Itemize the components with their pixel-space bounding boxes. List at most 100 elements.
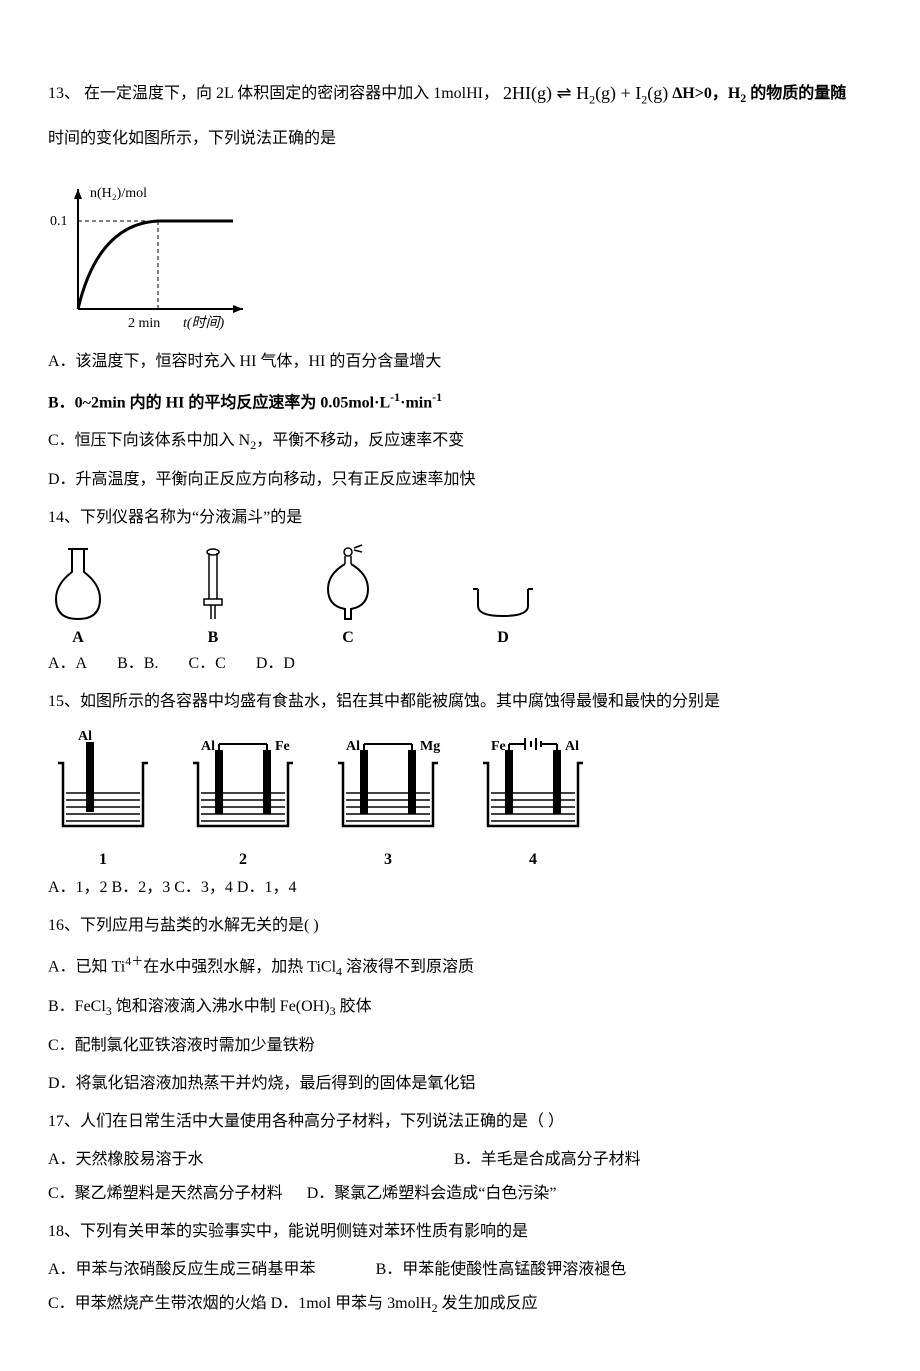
eq-plus: + — [616, 83, 635, 103]
q18-opt-CD: C．甲苯燃烧产生带浓烟的火焰 D．1mol 甲苯与 3molH2 发生加成反应 — [48, 1292, 860, 1317]
q16-B-pre: B．FeCl — [48, 998, 106, 1015]
y-label: n(H₂)/mol — [90, 186, 147, 201]
eq-lhs: 2HI(g) — [503, 83, 552, 103]
beaker2-icon: Al Fe — [183, 728, 303, 838]
q13-text-before: 在一定温度下，向 2L 体积固定的密闭容器中加入 1molHI， — [84, 82, 499, 106]
q18-C-post: 发生加成反应 — [438, 1295, 538, 1312]
q15-stem: 15、如图所示的各容器中均盛有食盐水，铝在其中都能被腐蚀。其中腐蚀得最慢和最快的… — [48, 690, 860, 714]
q13-B-sup2: -1 — [432, 390, 442, 404]
flask-icon — [48, 544, 108, 624]
q14-item-A: A — [48, 544, 108, 650]
beaker1-icon: Al — [48, 728, 158, 838]
q14-label-A: A — [72, 626, 84, 650]
q15-beaker-3: Al Mg 3 — [328, 728, 448, 872]
b4-label: 4 — [473, 848, 593, 872]
dish-icon — [468, 574, 538, 624]
q14-item-D: D — [468, 574, 538, 650]
b1-label: 1 — [48, 848, 158, 872]
q16-opt-C: C．配制氯化亚铁溶液时需加少量铁粉 — [48, 1034, 860, 1058]
b2-left: Al — [201, 739, 215, 754]
q18-num: 18、 — [48, 1223, 80, 1240]
beaker3-icon: Al Mg — [328, 728, 448, 838]
q14-opt-B: B．B. — [117, 652, 158, 676]
q17-row2: C．聚乙烯塑料是天然高分子材料 D．聚氯乙烯塑料会造成“白色污染” — [48, 1182, 860, 1206]
q16-opt-D: D．将氯化铝溶液加热蒸干并灼烧，最后得到的固体是氧化铝 — [48, 1072, 860, 1096]
q18-C-pre: C．甲苯燃烧产生带浓烟的火焰 D．1mol 甲苯与 3molH — [48, 1295, 432, 1312]
q13-stem-line1: 13、 在一定温度下，向 2L 体积固定的密闭容器中加入 1molHI， 2HI… — [48, 80, 860, 109]
q14-label-C: C — [342, 626, 354, 650]
q16-stem: 16、下列应用与盐类的水解无关的是( ) — [48, 914, 860, 938]
q16-A-post: 溶液得不到原溶质 — [342, 958, 474, 975]
q14-opt-A: A．A — [48, 652, 87, 676]
q17-opt-D: D．聚氯乙烯塑料会造成“白色污染” — [307, 1185, 557, 1202]
q17-opt-B: B．羊毛是合成高分子材料 — [454, 1148, 860, 1172]
q14-stem: 14、下列仪器名称为“分液漏斗”的是 — [48, 506, 860, 530]
b3-right: Mg — [420, 739, 440, 754]
q13-deltaH: ΔH>0，H2 的物质的量随 — [672, 82, 846, 107]
q13-B-sup1: -1 — [390, 390, 400, 404]
q14-opt-D: D．D — [256, 652, 295, 676]
q15-num: 15、 — [48, 693, 80, 710]
q13-opt-B: B．0~2min 内的 HI 的平均反应速率为 0.05mol·L-1·min-… — [48, 388, 860, 415]
q13-number: 13、 — [48, 82, 80, 106]
q15-beaker-4: Fe Al 4 — [473, 728, 593, 872]
q15-images: Al 1 Al Fe 2 Al Mg — [48, 728, 860, 872]
q13-B-pre: B．0~2min 内的 HI 的平均反应速率为 0.05mol·L — [48, 394, 390, 411]
y-axis-arrow — [74, 189, 82, 199]
q13-C-pre: C．恒压下向该体系中加入 N — [48, 432, 250, 449]
q18-stem: 18、下列有关甲苯的实验事实中，能说明侧链对苯环性质有影响的是 — [48, 1220, 860, 1244]
q18-text: 下列有关甲苯的实验事实中，能说明侧链对苯环性质有影响的是 — [80, 1223, 528, 1240]
q13-opt-A: A．该温度下，恒容时充入 HI 气体，HI 的百分含量增大 — [48, 350, 860, 374]
q14-text: 下列仪器名称为“分液漏斗”的是 — [80, 509, 302, 526]
b1-left: Al — [78, 729, 92, 744]
q13-opt-D: D．升高温度，平衡向正反应方向移动，只有正反应速率加快 — [48, 468, 860, 492]
q17-stem: 17、人们在日常生活中大量使用各种高分子材料，下列说法正确的是（ ） — [48, 1110, 860, 1134]
q14-item-B: B — [198, 544, 228, 650]
b2-label: 2 — [183, 848, 303, 872]
eq-g1: (g) — [595, 83, 616, 103]
x-label: t(时间) — [183, 315, 225, 331]
deltaH-after: 的物质的量随 — [746, 85, 846, 102]
curve — [78, 221, 233, 309]
q16-B-mid: 饱和溶液滴入沸水中制 Fe(OH) — [112, 998, 330, 1015]
q16-num: 16、 — [48, 917, 80, 934]
q13-C-post: ，平衡不移动，反应速率不变 — [256, 432, 464, 449]
b3-left: Al — [346, 739, 360, 754]
x-axis-arrow — [233, 305, 243, 313]
q16-text: 下列应用与盐类的水解无关的是( ) — [80, 917, 319, 934]
q13-stem-line2: 时间的变化如图所示，下列说法正确的是 — [48, 127, 860, 151]
q17-num: 17、 — [48, 1113, 80, 1130]
eq-arrow: ⇌ — [556, 83, 571, 103]
q13-opt-C: C．恒压下向该体系中加入 N2，平衡不移动，反应速率不变 — [48, 429, 860, 454]
q17-text: 人们在日常生活中大量使用各种高分子材料，下列说法正确的是（ ） — [80, 1113, 564, 1130]
q16-B-post: 胶体 — [336, 998, 372, 1015]
q14-label-D: D — [497, 626, 509, 650]
x-tick: 2 min — [128, 316, 160, 331]
burette-icon — [198, 544, 228, 624]
b4-left: Fe — [491, 739, 506, 754]
eq-g2: (g) — [647, 83, 668, 103]
q14-num: 14、 — [48, 509, 80, 526]
q16-opt-B: B．FeCl3 饱和溶液滴入沸水中制 Fe(OH)3 胶体 — [48, 995, 860, 1020]
q13-equation: 2HI(g) ⇌ H2(g) + I2(g) — [503, 80, 668, 109]
eq-h2: H — [576, 83, 589, 103]
q16-A-pre: A．已知 Ti — [48, 958, 125, 975]
q14-images: A B C D — [48, 544, 860, 650]
q13-B-mid: ·min — [400, 394, 432, 411]
b2-right: Fe — [275, 739, 290, 754]
beaker4-icon: Fe Al — [473, 728, 593, 838]
deltaH-text: ΔH>0，H — [672, 85, 740, 102]
q14-item-C: C — [318, 544, 378, 650]
q16-A-mid: 在水中强烈水解，加热 TiCl — [143, 958, 336, 975]
q14-options: A．A B．B. C．C D．D — [48, 652, 860, 676]
y-tick: 0.1 — [50, 214, 68, 229]
q18-opt-A: A．甲苯与浓硝酸反应生成三硝基甲苯 — [48, 1258, 316, 1282]
b3-label: 3 — [328, 848, 448, 872]
q15-beaker-2: Al Fe 2 — [183, 728, 303, 872]
sep-funnel-icon — [318, 544, 378, 624]
q18-row1: A．甲苯与浓硝酸反应生成三硝基甲苯 B．甲苯能使酸性高锰酸钾溶液褪色 — [48, 1258, 860, 1282]
q13-graph: n(H₂)/mol 0.1 2 min t(时间) — [48, 179, 258, 334]
b4-right: Al — [565, 739, 579, 754]
q16-opt-A: A．已知 Ti4＋在水中强烈水解，加热 TiCl4 溶液得不到原溶质 — [48, 952, 860, 981]
q17-options: A．天然橡胶易溶于水 B．羊毛是合成高分子材料 — [48, 1148, 860, 1182]
